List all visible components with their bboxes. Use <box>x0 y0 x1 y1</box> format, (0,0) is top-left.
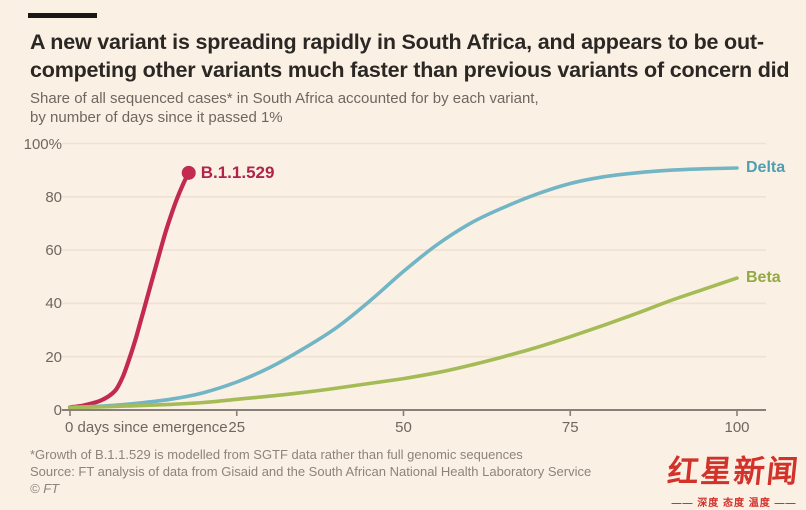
series-line-Beta <box>68 276 739 410</box>
chart-title-line2: competing other variants much faster tha… <box>30 58 790 82</box>
x-tick-label-0: 0 days since emergence <box>65 419 228 436</box>
red-star-news-watermark: 红星新闻 —— 深度 态度 温度 —— <box>665 446 802 509</box>
footnote-credit: © FT <box>30 481 60 496</box>
chart-subtitle-line1: Share of all sequenced cases* in South A… <box>30 90 539 107</box>
footnote-asterisk: *Growth of B.1.1.529 is modelled from SG… <box>30 447 523 462</box>
series-label-Delta: Delta <box>746 159 786 177</box>
y-tick-label-0: 0 <box>53 402 62 419</box>
series-end-dot-B.1.1.529 <box>181 165 196 180</box>
chart-subtitle-line2: by number of days since it passed 1% <box>30 109 283 126</box>
ft-top-rule <box>28 13 97 18</box>
y-tick-label-60: 60 <box>45 242 62 260</box>
series-line-Delta <box>68 166 739 410</box>
series-label-Beta: Beta <box>746 269 781 287</box>
footnote-source: Source: FT analysis of data from Gisaid … <box>30 464 592 479</box>
y-tick-label-20: 20 <box>45 348 62 366</box>
x-tick-label-50: 50 <box>395 419 412 436</box>
x-tick-label-100: 100 <box>724 419 750 436</box>
series-label-B.1.1.529: B.1.1.529 <box>200 162 275 182</box>
red-star-news-logo: 红星新闻 <box>665 454 802 489</box>
y-tick-label-100: 100% <box>23 135 62 153</box>
x-tick-label-25: 25 <box>228 419 246 436</box>
series-line-B.1.1.529 <box>67 170 191 410</box>
chart-title-line1: A new variant is spreading rapidly in So… <box>30 30 764 54</box>
x-tick-label-75: 75 <box>561 419 579 436</box>
red-star-news-tagline: —— 深度 态度 温度 —— <box>671 498 797 509</box>
y-tick-label-80: 80 <box>45 188 62 206</box>
y-tick-label-40: 40 <box>45 295 62 313</box>
